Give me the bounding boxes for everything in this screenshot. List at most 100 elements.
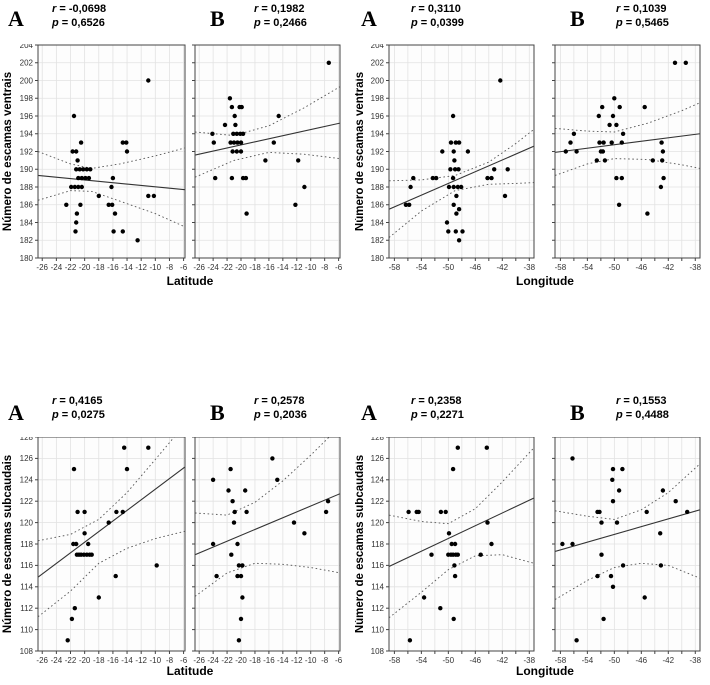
- svg-text:114: 114: [371, 583, 384, 592]
- svg-text:-10: -10: [150, 656, 162, 665]
- svg-text:-24: -24: [51, 656, 63, 665]
- axis-tick-labels: -26 -24 -22 -20 -18 -16 -14 -12 -10 -8 -6: [193, 263, 342, 272]
- confidence-band-upper: [195, 86, 340, 136]
- svg-text:122: 122: [371, 497, 385, 506]
- svg-text:-42: -42: [497, 656, 509, 665]
- tick-marks: [192, 44, 340, 261]
- x-axis-title-longitude: Longitude: [516, 274, 574, 288]
- data-points: [560, 456, 690, 643]
- svg-text:-12: -12: [135, 656, 147, 665]
- svg-text:-20: -20: [79, 656, 91, 665]
- data-points: [65, 445, 159, 643]
- svg-text:-50: -50: [443, 263, 455, 272]
- svg-text:-20: -20: [235, 263, 247, 272]
- panel-letter: A: [8, 400, 24, 425]
- svg-text:-14: -14: [277, 656, 289, 665]
- svg-text:-18: -18: [249, 656, 261, 665]
- svg-text:114: 114: [20, 583, 33, 592]
- y-axis-title: Número de escamas subcaudais: [355, 455, 366, 633]
- svg-text:116: 116: [371, 561, 384, 570]
- correlation-stats: r = -0,0698 p = 0,6526: [52, 3, 107, 29]
- data-points: [406, 445, 494, 643]
- svg-text:-54: -54: [416, 656, 428, 665]
- svg-text:108: 108: [371, 647, 385, 656]
- svg-text:-16: -16: [263, 263, 275, 272]
- data-points: [64, 78, 157, 243]
- y-axis-title: Número de escamas subcaudais: [2, 455, 14, 633]
- svg-text:-24: -24: [207, 656, 219, 665]
- panel-letter: A: [361, 6, 377, 31]
- regression-line: [195, 122, 340, 156]
- svg-text:200: 200: [371, 76, 385, 85]
- regression-line: [555, 133, 700, 153]
- data-points: [210, 456, 331, 643]
- svg-text:-14: -14: [121, 656, 133, 665]
- svg-text:-50: -50: [609, 656, 621, 665]
- svg-text:-38: -38: [690, 263, 702, 272]
- svg-text:182: 182: [371, 236, 385, 245]
- regression-line: [195, 493, 340, 556]
- svg-text:-18: -18: [249, 263, 261, 272]
- svg-text:126: 126: [20, 454, 34, 463]
- x-axis-title-latitude: Latitude: [166, 664, 214, 678]
- regression-line: [389, 145, 534, 210]
- svg-text:202: 202: [371, 59, 385, 68]
- svg-text:-46: -46: [470, 263, 482, 272]
- svg-text:180: 180: [371, 254, 385, 263]
- plot-canvas: -58 -54 -50 -46 -42 -38 108 110 112 114 116 118 120 1…: [355, 437, 536, 665]
- grid: [389, 437, 534, 652]
- confidence-band-lower: [38, 530, 185, 618]
- panel-letter: B: [570, 400, 585, 425]
- svg-text:-24: -24: [51, 263, 63, 272]
- svg-text:192: 192: [20, 147, 34, 156]
- svg-text:-14: -14: [121, 263, 133, 272]
- svg-text:-54: -54: [582, 263, 594, 272]
- svg-text:-6: -6: [180, 263, 188, 272]
- svg-text:-6: -6: [335, 263, 343, 272]
- svg-text:-26: -26: [193, 656, 205, 665]
- svg-text:128: 128: [20, 437, 34, 442]
- axis-tick-labels: -26 -24 -22 -20 -18 -16 -14 -12 -10 -8 -6 180 182 184…: [20, 44, 188, 272]
- svg-text:128: 128: [371, 437, 385, 442]
- plot-canvas: -58 -54 -50 -46 -42 -38: [552, 44, 702, 272]
- correlation-stats: r = 0,1982 p = 0,2466: [254, 3, 307, 29]
- svg-text:108: 108: [20, 647, 34, 656]
- svg-text:-26: -26: [36, 656, 48, 665]
- svg-text:110: 110: [20, 625, 33, 634]
- svg-text:196: 196: [20, 112, 34, 121]
- x-axis-title-longitude: Longitude: [516, 664, 574, 678]
- grid: [555, 44, 700, 259]
- svg-text:-6: -6: [335, 656, 343, 665]
- svg-text:-58: -58: [389, 263, 401, 272]
- svg-text:192: 192: [371, 147, 385, 156]
- svg-text:-42: -42: [663, 263, 675, 272]
- svg-text:-14: -14: [277, 263, 289, 272]
- panel-letter: B: [210, 400, 225, 425]
- svg-text:202: 202: [20, 59, 34, 68]
- plot-canvas: -26 -24 -22 -20 -18 -16 -14 -12 -10 -8 -6 108 110 112…: [2, 437, 188, 665]
- svg-text:-26: -26: [193, 263, 205, 272]
- svg-text:190: 190: [20, 165, 34, 174]
- svg-text:122: 122: [20, 497, 34, 506]
- svg-text:-18: -18: [93, 656, 105, 665]
- svg-text:120: 120: [371, 518, 385, 527]
- axis-tick-labels: -26 -24 -22 -20 -18 -16 -14 -12 -10 -8 -6: [193, 656, 342, 665]
- svg-text:-54: -54: [416, 263, 428, 272]
- panel-letter: B: [570, 6, 585, 31]
- svg-text:-26: -26: [36, 263, 48, 272]
- svg-text:-18: -18: [93, 263, 105, 272]
- svg-text:190: 190: [371, 165, 385, 174]
- svg-text:184: 184: [371, 218, 385, 227]
- svg-text:186: 186: [371, 201, 385, 210]
- tick-marks: [35, 437, 185, 654]
- svg-text:126: 126: [371, 454, 385, 463]
- confidence-band-lower: [555, 562, 700, 600]
- correlation-stats: r = 0,1553 p = 0,4488: [616, 395, 669, 421]
- svg-text:-42: -42: [663, 656, 675, 665]
